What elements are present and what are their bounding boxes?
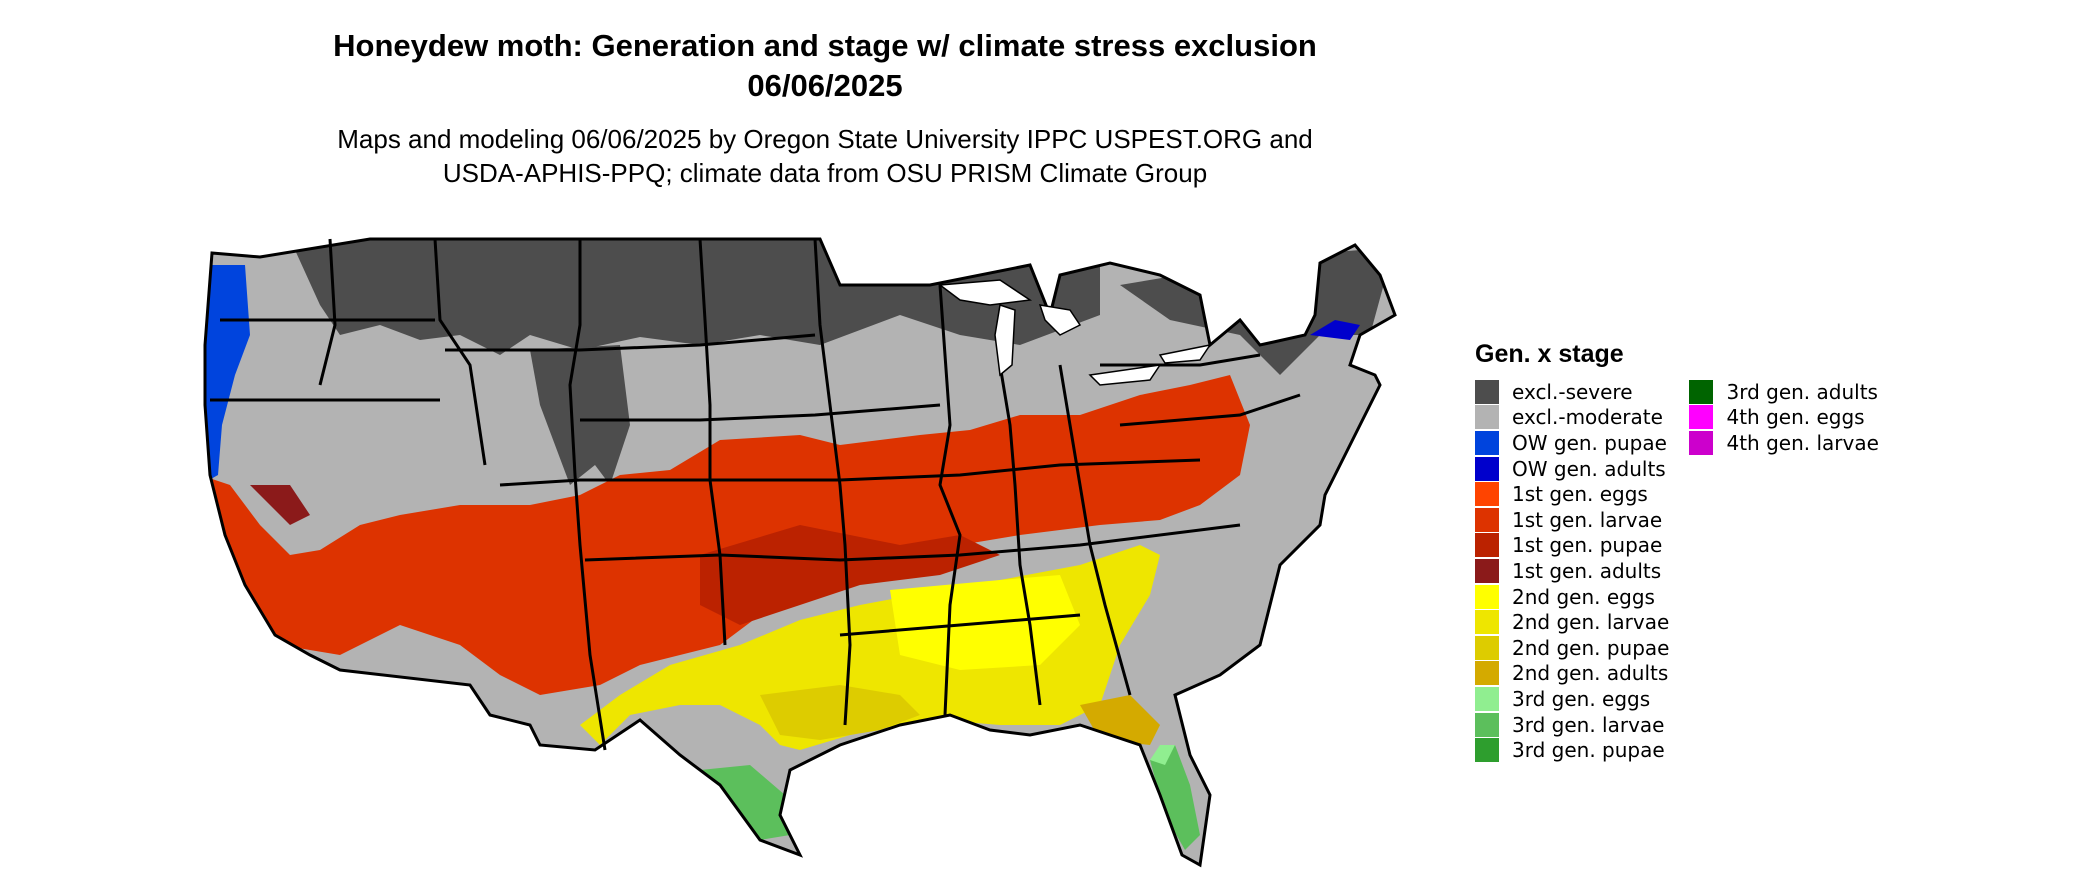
legend-swatch xyxy=(1475,533,1499,558)
map-title: Honeydew moth: Generation and stage w/ c… xyxy=(333,28,1317,63)
legend-label: excl.-moderate xyxy=(1512,405,1663,430)
legend-swatch xyxy=(1475,610,1499,635)
legend-item: 1st gen. adults xyxy=(1475,558,1669,584)
legend-label: OW gen. adults xyxy=(1512,456,1666,481)
legend-title: Gen. x stage xyxy=(1475,340,1624,368)
us-generation-stage-map xyxy=(203,237,1397,868)
legend-swatch xyxy=(1689,430,1714,455)
legend-label: 2nd gen. larvae xyxy=(1512,610,1670,635)
first-gen-larvae-region xyxy=(205,375,1250,695)
legend-swatch xyxy=(1475,712,1499,737)
legend-item: 1st gen. eggs xyxy=(1475,481,1669,507)
legend-item: excl.-moderate xyxy=(1475,405,1669,431)
legend-label: 4th gen. eggs xyxy=(1726,405,1865,430)
legend-label: 3rd gen. larvae xyxy=(1512,712,1665,737)
legend-label: 1st gen. larvae xyxy=(1512,507,1663,532)
legend-item: 4th gen. eggs xyxy=(1689,405,1878,431)
legend-label: OW gen. pupae xyxy=(1512,430,1667,455)
second-gen-pupae-region xyxy=(760,685,920,740)
legend-item: 3rd gen. adults xyxy=(1689,379,1878,405)
third-gen-larvae-region-florida xyxy=(1150,745,1200,850)
map-credit-line-2: USDA-APHIS-PPQ; climate data from OSU PR… xyxy=(442,158,1208,188)
legend-swatch xyxy=(1475,379,1499,404)
map-legend: Gen. x stage excl.-severe excl.-moderate O… xyxy=(1475,340,1879,763)
legend-swatch xyxy=(1475,635,1499,660)
legend-item: 2nd gen. larvae xyxy=(1475,609,1669,635)
third-gen-eggs-region xyxy=(1150,745,1175,765)
legend-label: 2nd gen. eggs xyxy=(1512,584,1655,609)
legend-label: 3rd gen. eggs xyxy=(1512,686,1651,711)
legend-item: OW gen. adults xyxy=(1475,456,1669,482)
great-lakes xyxy=(937,279,1212,386)
legend-label: 1st gen. eggs xyxy=(1512,482,1648,507)
legend-swatch xyxy=(1475,584,1499,609)
legend-item: 1st gen. larvae xyxy=(1475,507,1669,533)
legend-swatch xyxy=(1475,686,1499,711)
legend-label: 1st gen. pupae xyxy=(1512,533,1663,558)
stage-regions xyxy=(205,239,1395,865)
legend-item: OW gen. pupae xyxy=(1475,430,1669,456)
legend-label: 2nd gen. adults xyxy=(1512,661,1669,686)
excl-severe-region-rockies xyxy=(530,345,630,485)
legend-label: 3rd gen. adults xyxy=(1726,379,1878,404)
legend-swatch xyxy=(1689,379,1714,404)
legend-item: 2nd gen. pupae xyxy=(1475,635,1669,661)
legend-swatch xyxy=(1475,430,1499,455)
legend-swatch xyxy=(1475,482,1499,507)
legend-item: 3rd gen. eggs xyxy=(1475,686,1669,712)
legend-swatch xyxy=(1475,405,1499,430)
legend-swatch xyxy=(1475,507,1499,532)
map-credit-line-1: Maps and modeling 06/06/2025 by Oregon S… xyxy=(337,124,1313,154)
legend-item: excl.-severe xyxy=(1475,379,1669,405)
map-date: 06/06/2025 xyxy=(747,68,903,103)
legend-swatch xyxy=(1475,661,1499,686)
state-borders xyxy=(203,237,1397,868)
legend-column-2: 3rd gen. adults 4th gen. eggs 4th gen. lar… xyxy=(1689,379,1879,763)
legend-item: 2nd gen. adults xyxy=(1475,661,1669,687)
legend-item: 2nd gen. eggs xyxy=(1475,584,1669,610)
legend-swatch xyxy=(1689,405,1714,430)
legend-item: 3rd gen. larvae xyxy=(1475,712,1669,738)
third-gen-larvae-region-texas xyxy=(700,765,790,840)
legend-item: 4th gen. larvae xyxy=(1689,430,1879,456)
first-gen-adults-region xyxy=(250,485,310,525)
legend-column-1: excl.-severe excl.-moderate OW gen. pupae O… xyxy=(1475,379,1669,763)
legend-swatch xyxy=(1475,738,1499,763)
legend-label: 1st gen. adults xyxy=(1512,558,1662,583)
legend-label: 3rd gen. pupae xyxy=(1512,738,1665,763)
legend-swatch xyxy=(1475,456,1499,481)
legend-label: 2nd gen. pupae xyxy=(1512,635,1670,660)
ow-adults-region xyxy=(1310,320,1360,340)
legend-swatch xyxy=(1475,558,1499,583)
first-gen-pupae-region xyxy=(700,525,1000,625)
legend-item: 1st gen. pupae xyxy=(1475,533,1669,559)
legend-label: excl.-severe xyxy=(1512,379,1633,404)
legend-item: 3rd gen. pupae xyxy=(1475,737,1669,763)
legend-label: 4th gen. larvae xyxy=(1726,430,1879,455)
